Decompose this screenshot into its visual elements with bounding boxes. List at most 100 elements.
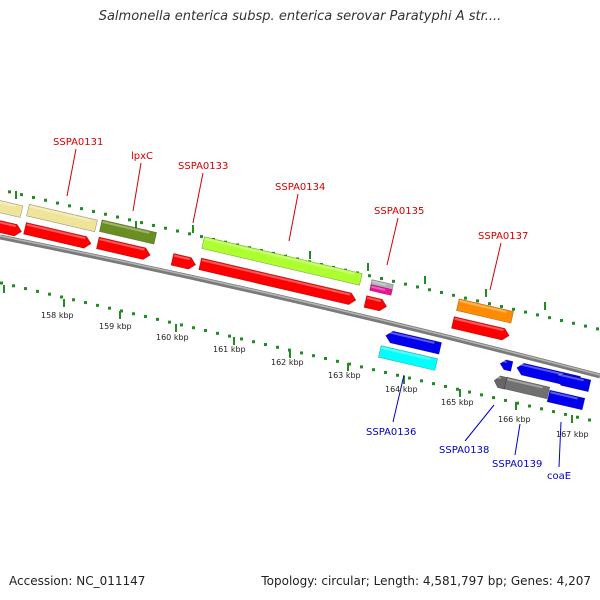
label-leader <box>489 242 502 291</box>
tick-dot <box>420 379 423 383</box>
gene-feature-rev-shape <box>493 375 508 390</box>
tick-dot <box>588 418 591 422</box>
gene-feature-lpxc <box>99 219 157 245</box>
gene-feature-sspa0135-b-shape <box>369 284 393 296</box>
gene-feature-fwd <box>23 222 92 249</box>
gene-feature-rev <box>556 373 592 393</box>
gene-feature-rev-shine <box>501 359 507 364</box>
label-leader <box>288 193 299 242</box>
tick-dot <box>48 292 51 296</box>
tick-dot <box>240 337 243 341</box>
tick-dot <box>192 326 195 330</box>
tick-dot <box>176 229 179 233</box>
gene-feature-sspa0138-shape <box>503 376 551 400</box>
tick-dot <box>428 288 431 292</box>
gene-feature-fwd <box>0 218 22 237</box>
gene-feature-fwd-shine <box>201 259 351 296</box>
tick-dot <box>300 351 303 355</box>
gene-feature-fwd-shine <box>366 296 382 302</box>
gene-feature-fwd-shape <box>451 316 510 341</box>
gene-feature-lpxc-shine <box>102 221 150 234</box>
tick-dot <box>432 382 435 386</box>
tick-dot <box>140 221 143 225</box>
gene-feature-sspa0136-shape <box>378 345 438 371</box>
tick-dot <box>200 235 203 239</box>
tick-dot <box>516 401 519 405</box>
tick-dot <box>168 320 171 324</box>
gene-feature-fwd-shape <box>198 257 357 305</box>
gene-label-sspa0136: SSPA0136 <box>366 427 416 438</box>
tick-dot <box>12 284 15 288</box>
backbone-line <box>0 234 600 379</box>
gene-feature-sspa0137 <box>456 298 514 324</box>
tick-dot <box>584 324 587 328</box>
tick-dot <box>144 315 147 319</box>
tick-dot <box>24 287 27 291</box>
tick-dot <box>548 316 551 320</box>
gene-label-coae: coaE <box>547 471 571 482</box>
tick-dot <box>528 404 531 408</box>
gene-feature-sspa0134 <box>201 236 363 286</box>
label-leader <box>514 423 521 456</box>
topology-summary: Topology: circular; Length: 4,581,797 bp… <box>261 574 591 588</box>
label-leader <box>132 162 142 212</box>
tick-dot <box>0 281 3 285</box>
tick-dot <box>264 343 267 347</box>
gene-feature-fwd-shape <box>363 295 388 312</box>
kbp-label: 167 kbp <box>556 430 589 439</box>
gene-feature-fwd-shine <box>454 317 504 332</box>
tick-dot <box>92 209 95 213</box>
tick-dot <box>216 331 219 335</box>
tick-dot <box>188 232 191 236</box>
gene-feature-sspa0131-shape <box>26 203 98 233</box>
tick-dot <box>68 204 71 208</box>
tick-dot <box>480 393 483 397</box>
backbone-highlight <box>0 235 600 376</box>
gene-feature-fwd <box>170 253 197 270</box>
gene-feature-partial-shape <box>0 198 24 218</box>
tick-dot <box>20 193 23 197</box>
kbp-label: 164 kbp <box>385 385 418 394</box>
gene-label-sspa0134: SSPA0134 <box>275 182 325 193</box>
kbp-label: 158 kbp <box>41 311 74 320</box>
gene-feature-sspa0138-shine <box>507 378 543 389</box>
label-leader <box>66 148 77 197</box>
tick-dot <box>440 291 443 295</box>
gene-feature-sspa0138 <box>503 376 551 400</box>
kbp-label: 162 kbp <box>271 358 304 367</box>
tick-dot <box>500 305 503 308</box>
tick-dot <box>456 387 459 391</box>
tick-dot <box>156 317 159 321</box>
gene-label-sspa0131: SSPA0131 <box>53 137 103 148</box>
gene-feature-rev-shine <box>387 331 435 344</box>
gene-feature-rev-shape <box>556 373 592 393</box>
tick-dot <box>468 390 471 394</box>
gene-feature-sspa0135-b <box>369 284 393 296</box>
gene-feature-fwd <box>198 257 357 305</box>
tick-dot <box>464 296 467 300</box>
gene-label-sspa0138: SSPA0138 <box>439 445 489 456</box>
gene-feature-sspa0134-shape <box>201 236 363 286</box>
tick-dot <box>504 398 507 402</box>
tick-dot <box>564 412 567 416</box>
tick-dot <box>44 198 47 202</box>
gene-feature-lpxc-shape <box>99 219 157 245</box>
gene-feature-fwd-shape <box>0 218 22 237</box>
tick-dot <box>360 365 363 369</box>
tick-dot <box>120 309 123 313</box>
kbp-label: 166 kbp <box>498 415 531 424</box>
tick-dot <box>336 359 339 363</box>
accession-text: Accession: NC_011147 <box>9 574 146 588</box>
kbp-label: 163 kbp <box>328 371 361 380</box>
tick-dot <box>36 289 39 293</box>
tick-dot <box>560 318 563 322</box>
gene-feature-coae <box>546 389 586 411</box>
tick-dot <box>152 223 155 227</box>
tick-dot <box>576 415 579 419</box>
gene-feature-rev-shine <box>518 363 574 378</box>
tick-dot <box>452 293 455 297</box>
tick-dot <box>536 313 539 317</box>
gene-feature-rev <box>499 359 514 372</box>
gene-feature-rev-shape <box>385 330 442 355</box>
